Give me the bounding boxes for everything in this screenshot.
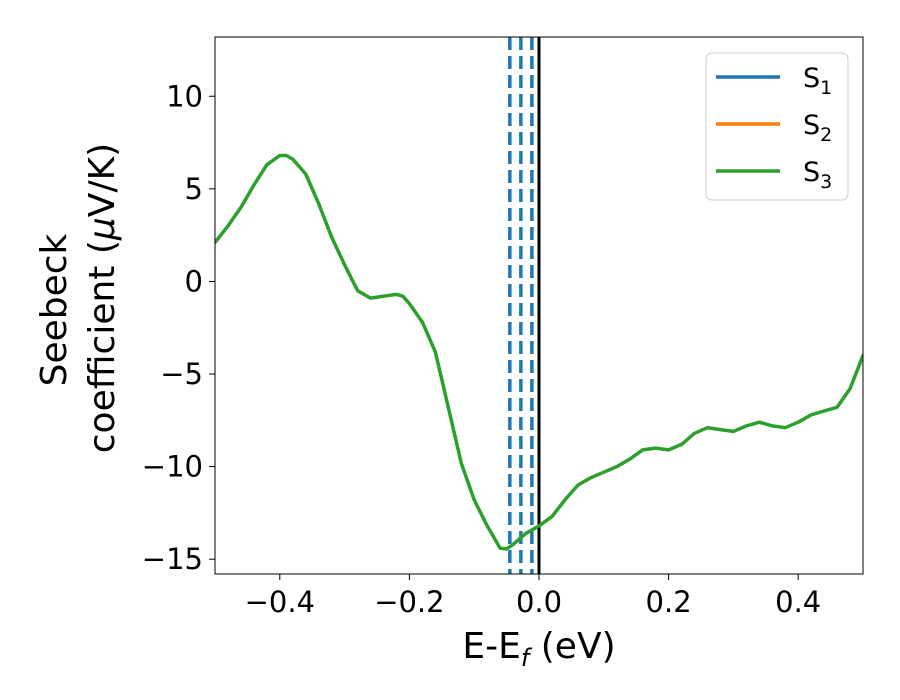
x-axis-label-unit: (eV)	[529, 626, 615, 667]
x-axis-label: E-Ef (eV)	[462, 626, 615, 672]
y-axis-label-post: V/K)	[82, 143, 123, 217]
x-tick-label: 0.0	[516, 585, 562, 619]
y-axis-label-line2: coefficient (μV/K)	[82, 143, 123, 453]
x-axis-label-main: E-E	[462, 626, 520, 667]
legend-box	[705, 52, 849, 201]
x-tick-label: 0.2	[646, 585, 692, 619]
y-axis-label: Seebeck coefficient (μV/K)	[34, 143, 123, 453]
y-tick-label: −5	[160, 357, 203, 391]
series-lines	[215, 153, 863, 551]
y-tick-label: −15	[142, 542, 203, 576]
y-axis-label-pre: coefficient (	[82, 240, 123, 453]
y-tick-label: 10	[166, 79, 203, 113]
legend-label: S1	[803, 63, 832, 99]
x-tick-label: −0.4	[245, 585, 315, 619]
y-axis-label-line1: Seebeck	[34, 233, 75, 386]
y-tick-label: 0	[185, 264, 203, 298]
vertical-lines	[508, 37, 541, 574]
y-tick-label: −10	[142, 450, 203, 484]
x-tick-label: 0.4	[775, 585, 821, 619]
y-tick-label: 5	[185, 172, 203, 206]
x-axis-ticks: −0.4 −0.2 0.0 0.2 0.4	[245, 574, 821, 619]
legend: S1 S2 S3	[705, 52, 849, 201]
y-axis-ticks: 10 5 0 −5 −10 −15	[142, 79, 215, 576]
series-line-s3	[215, 153, 863, 551]
legend-label: S2	[803, 110, 832, 146]
y-axis-label-mu: μ	[82, 217, 123, 241]
x-tick-label: −0.2	[374, 585, 444, 619]
legend-label: S3	[803, 157, 832, 193]
